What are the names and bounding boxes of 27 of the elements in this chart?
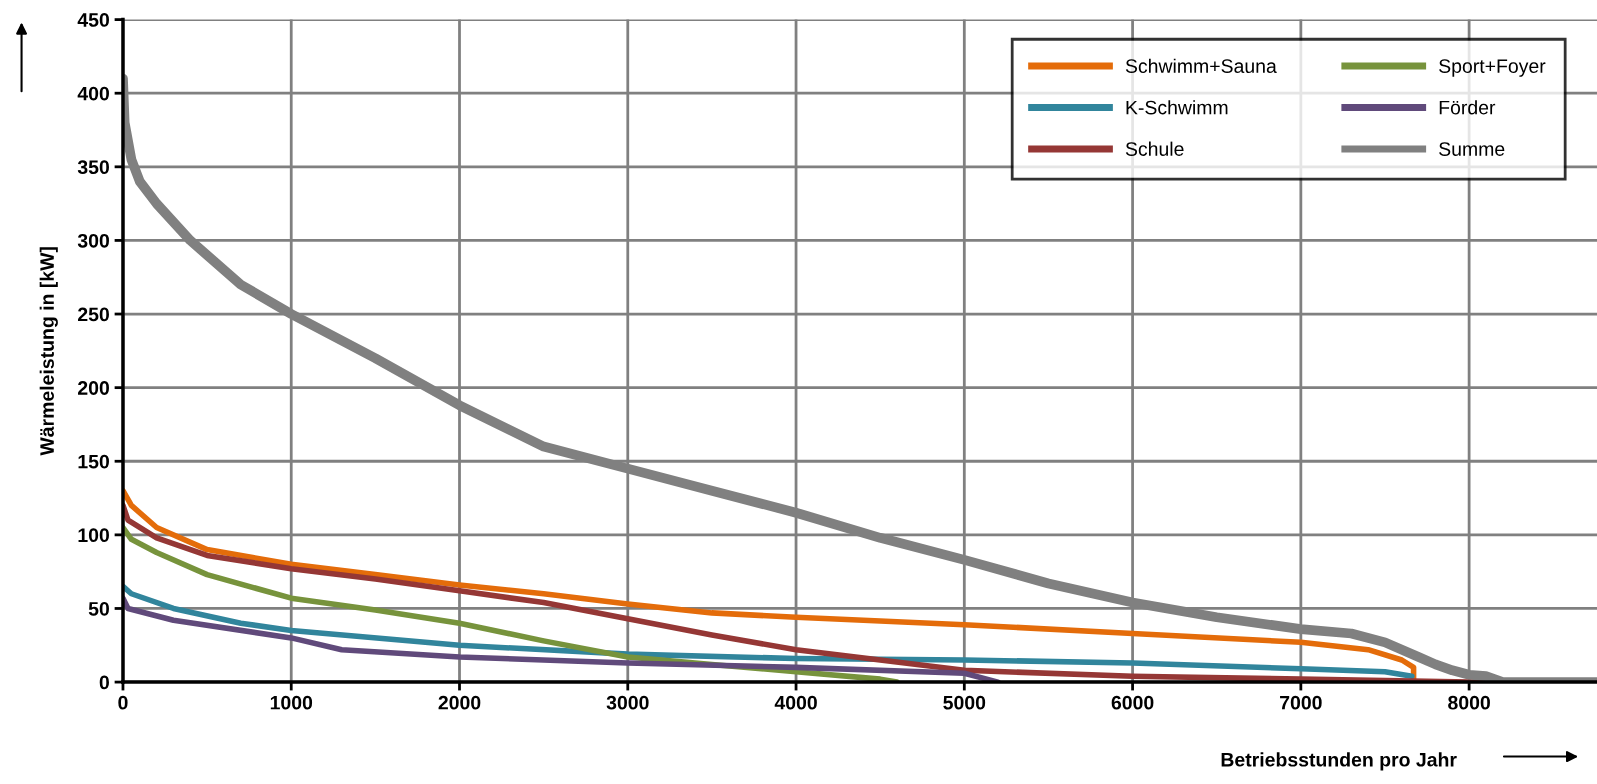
legend-label: Sport+Foyer xyxy=(1439,59,1546,77)
y-tick-label: 150 xyxy=(78,454,109,469)
legend-label: Förder xyxy=(1439,100,1496,115)
y-tick-label: 350 xyxy=(77,160,109,175)
x-tick-label: 0 xyxy=(118,695,128,710)
y-tick-label: 400 xyxy=(77,86,109,101)
y-tick-label: 100 xyxy=(78,528,109,543)
y-tick-label: 450 xyxy=(77,13,109,27)
x-tick-label: 1000 xyxy=(270,695,313,710)
x-tick-label: 5000 xyxy=(943,695,986,710)
y-tick-label: 50 xyxy=(88,601,109,616)
y-tick-label: 250 xyxy=(78,307,109,322)
x-axis-title: Betriebsstunden pro Jahr xyxy=(1221,752,1457,771)
y-tick-label: 200 xyxy=(78,381,109,395)
y-tick-label: 0 xyxy=(99,675,109,690)
y-axis-title: Wärmeleistung in [kW] xyxy=(39,247,58,456)
x-tick-label: 8000 xyxy=(1448,695,1490,710)
x-tick-label: 6000 xyxy=(1111,695,1154,710)
x-tick-label: 4000 xyxy=(774,695,817,710)
legend-label: Schule xyxy=(1125,141,1184,156)
x-tick-label: 7000 xyxy=(1280,695,1322,710)
legend-label: K-Schwimm xyxy=(1126,100,1228,115)
x-tick-label: 3000 xyxy=(606,695,649,710)
x-tick-label: 2000 xyxy=(438,695,481,710)
legend-label: Summe xyxy=(1439,142,1505,156)
y-tick-label: 300 xyxy=(77,233,109,248)
legend-label: Schwimm+Sauna xyxy=(1125,58,1277,73)
